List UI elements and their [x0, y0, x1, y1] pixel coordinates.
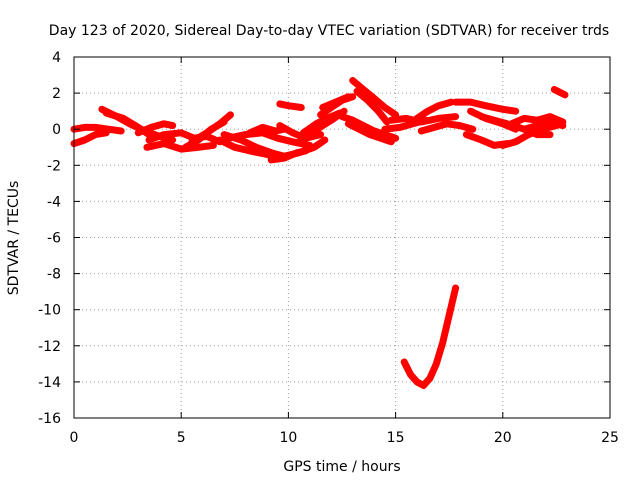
series-track-16	[267, 147, 310, 164]
x-tick-label: 5	[177, 430, 186, 446]
series-track-20	[276, 100, 305, 111]
x-axis-label: GPS time / hours	[283, 459, 400, 475]
series-track-28	[417, 120, 477, 135]
y-tick-label: -12	[38, 339, 61, 355]
series-track-36	[520, 118, 567, 133]
data-series	[70, 77, 569, 389]
chart-title: Day 123 of 2020, Sidereal Day-to-day VTE…	[49, 23, 609, 39]
series-track-30	[452, 98, 520, 115]
series-track-21	[319, 93, 352, 111]
y-tick-label: 2	[52, 86, 61, 102]
series-track-18	[299, 109, 344, 137]
y-tick-label: -6	[47, 231, 61, 247]
series-track-01	[70, 129, 110, 148]
series-track-09	[182, 118, 228, 151]
y-tick-label: -14	[38, 375, 61, 391]
series-track-38	[400, 284, 460, 389]
series-track-02	[70, 123, 125, 135]
y-tick-label: 4	[52, 50, 61, 66]
series-track-05	[143, 140, 217, 153]
y-tick-label: -4	[47, 194, 61, 210]
series-track-37	[550, 86, 569, 99]
y-tick-label: 0	[52, 122, 61, 138]
series-track-25	[344, 120, 395, 146]
series-track-07	[134, 120, 177, 137]
y-tick-label: -10	[38, 303, 61, 319]
series-track-29	[413, 98, 455, 122]
y-axis-label: SDTVAR / TECUs	[6, 181, 22, 296]
series-track-33	[477, 113, 554, 139]
x-tick-label: 25	[601, 430, 619, 446]
series-track-35	[507, 113, 567, 128]
y-tick-labels: -16 -14 -12 -10 -8 -6 -4 -2 0 2 4	[38, 50, 61, 427]
series-track-22	[349, 77, 400, 119]
y-tick-label: -2	[47, 158, 61, 174]
x-tick-label: 10	[279, 430, 297, 446]
y-tick-label: -8	[47, 267, 61, 283]
series-track-24	[338, 113, 400, 142]
axis-ticks	[73, 56, 611, 419]
x-tick-labels: 0 5 10 15 20 25	[70, 430, 619, 446]
x-tick-label: 20	[494, 430, 512, 446]
series-track-12	[224, 129, 314, 149]
series-track-27	[381, 116, 430, 133]
series-track-13	[246, 123, 288, 137]
y-tick-label: -16	[38, 411, 61, 427]
series-track-34	[499, 122, 560, 149]
x-tick-label: 0	[70, 430, 79, 446]
series-track-14	[276, 122, 325, 142]
series-track-06	[145, 129, 224, 146]
x-tick-label: 15	[387, 430, 405, 446]
series-track-23	[353, 87, 391, 126]
